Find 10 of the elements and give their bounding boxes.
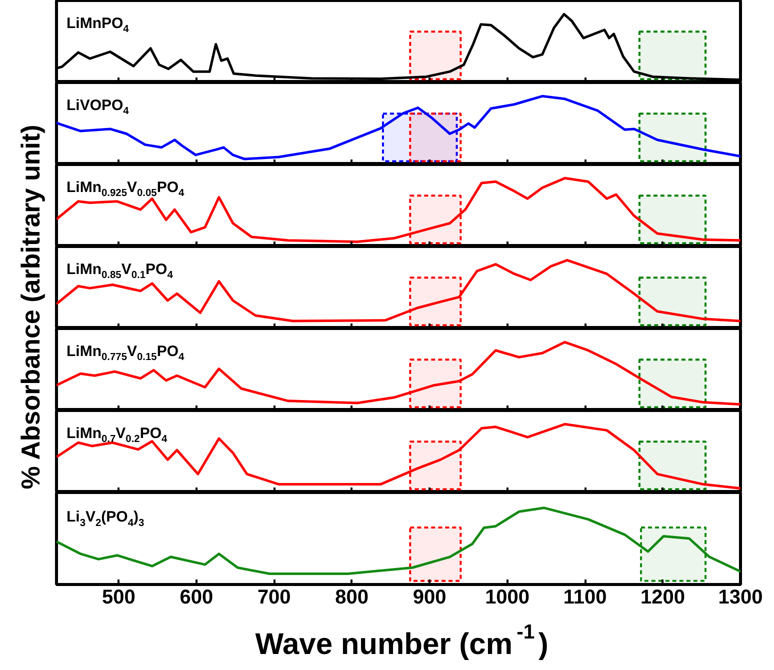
- x-tick-label: 500: [102, 586, 136, 608]
- x-tick-label: 700: [257, 586, 291, 608]
- x-tick-label: 800: [335, 586, 369, 608]
- x-tick-label: 1100: [563, 586, 607, 608]
- x-tick-label: 1300: [718, 586, 763, 608]
- x-tick-label: 1200: [640, 586, 686, 608]
- x-tick-label: 600: [180, 586, 214, 608]
- x-tick-label: 900: [412, 586, 446, 608]
- x-tick-label: 1000: [485, 586, 530, 608]
- y-axis-title: % Absorbance (arbitrary unit): [15, 124, 46, 490]
